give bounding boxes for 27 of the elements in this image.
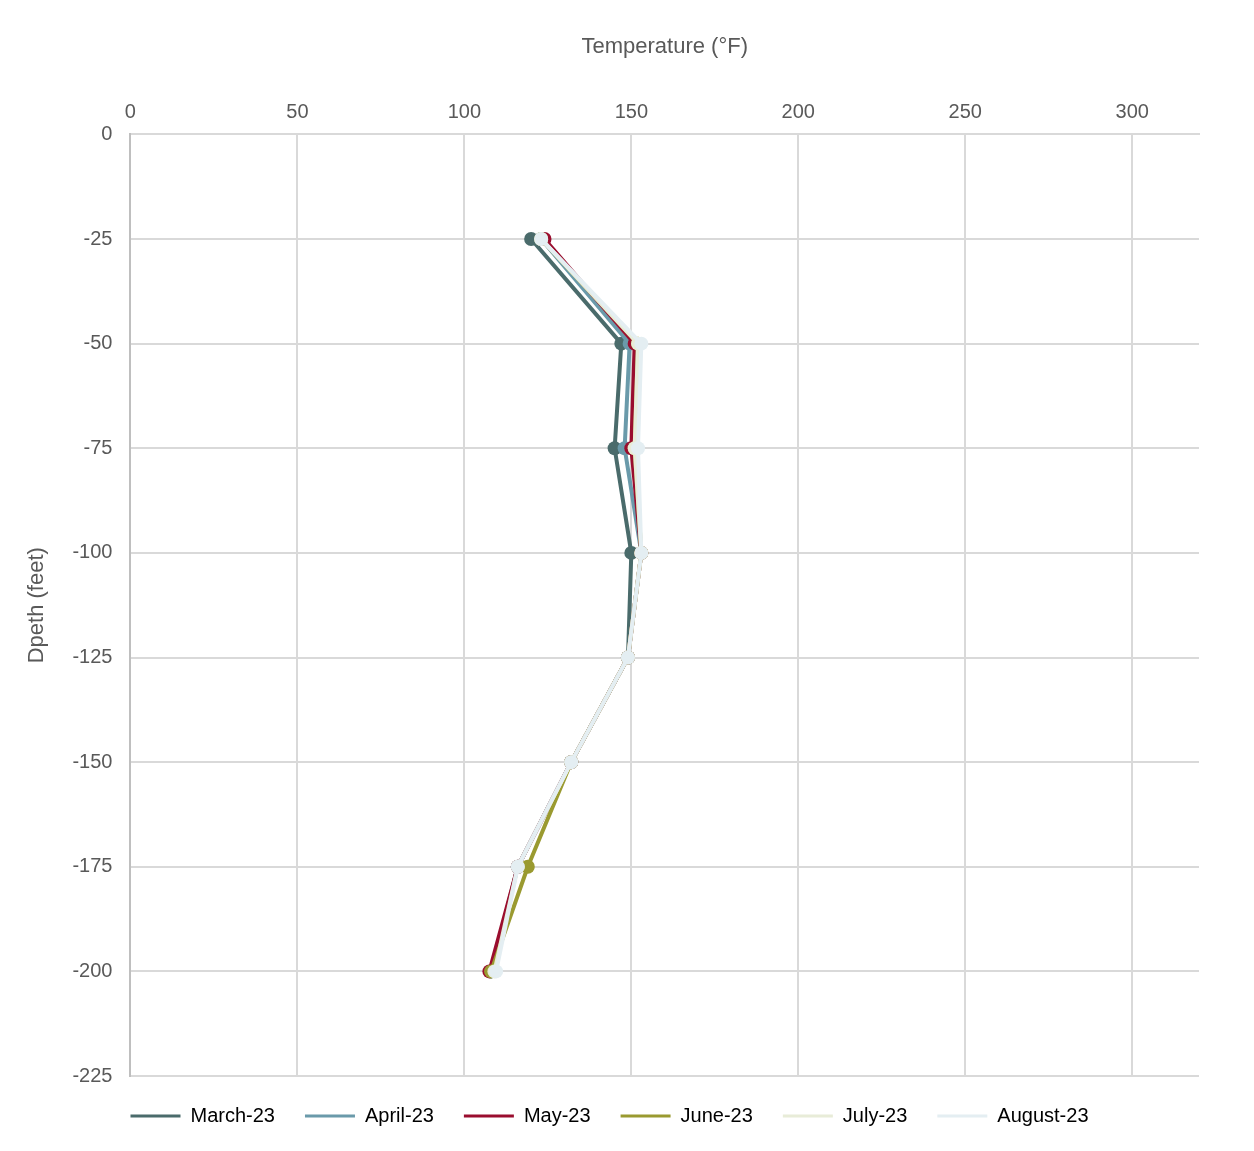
x-tick-label: 0 (124, 99, 136, 122)
legend-label: July-23 (842, 1103, 908, 1126)
x-tick-label: 300 (1115, 99, 1149, 122)
y-tick-label: -50 (83, 331, 113, 354)
y-tick-label: -75 (83, 435, 113, 458)
legend-label: March-23 (190, 1103, 275, 1126)
y-tick-label: -200 (72, 958, 113, 981)
x-tick-label: 100 (447, 99, 482, 122)
x-tick-label: 150 (614, 99, 649, 122)
y-tick-label: -100 (72, 540, 113, 563)
legend-label: August-23 (997, 1103, 1089, 1126)
y-tick-label: 0 (101, 121, 113, 144)
point (631, 441, 645, 456)
y-tick-label: -225 (72, 1063, 113, 1086)
y-axis-title: Dpeth (feet) (23, 547, 49, 664)
x-axis-title: Temperature (°F) (581, 33, 748, 59)
legend-label: April-23 (364, 1103, 434, 1126)
y-tick-label: -125 (72, 645, 113, 668)
y-tick-label: -175 (72, 854, 113, 877)
x-tick-label: 200 (781, 99, 815, 122)
y-tick-label: -25 (83, 226, 113, 249)
point (634, 336, 649, 351)
x-tick-label: 50 (286, 99, 309, 122)
y-tick-label: -150 (72, 749, 113, 772)
x-tick-label: 250 (948, 99, 982, 122)
legend-label: June-23 (680, 1103, 753, 1126)
legend-label: May-23 (523, 1103, 591, 1126)
